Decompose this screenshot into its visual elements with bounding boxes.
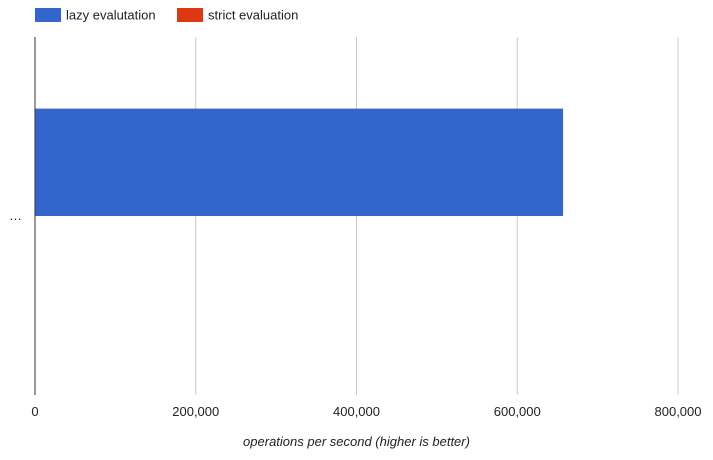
legend: lazy evalutation strict evaluation [35, 8, 298, 23]
x-tick-label-0: 0 [31, 404, 38, 419]
x-tick-label-3: 600,000 [494, 404, 541, 419]
legend-swatch-2 [177, 8, 203, 22]
bars [35, 108, 564, 216]
legend-label-2: strict evaluation [208, 8, 298, 23]
category-label-1: … [9, 208, 22, 223]
bar-1-1[interactable] [35, 108, 564, 216]
x-tick-label-1: 200,000 [172, 404, 219, 419]
x-tick-label-4: 800,000 [655, 404, 702, 419]
legend-label-1: lazy evalutation [66, 8, 156, 23]
legend-swatch-1 [35, 8, 61, 22]
x-axis-title: operations per second (higher is better) [243, 434, 470, 449]
x-tick-labels: 0 200,000 400,000 600,000 800,000 [31, 404, 701, 419]
category-labels: … [9, 208, 22, 223]
x-tick-label-2: 400,000 [333, 404, 380, 419]
